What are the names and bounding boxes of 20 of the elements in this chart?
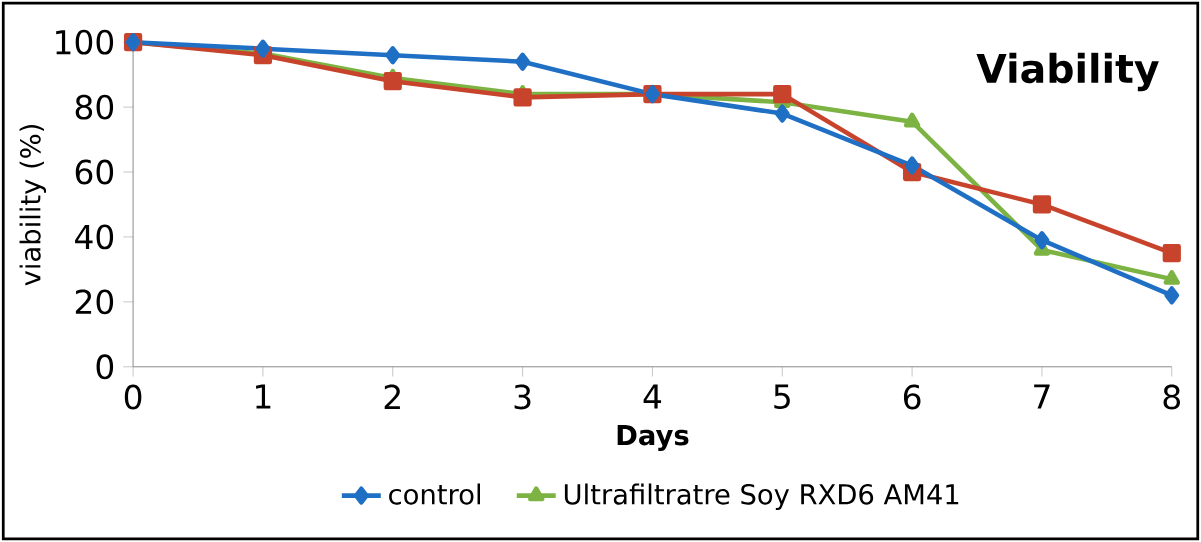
x-tick-label: 3 — [514, 384, 531, 410]
x-tick-label: 7 — [1034, 384, 1050, 409]
y-tick-label: 20 — [75, 289, 114, 315]
x-tick-label: 8 — [1163, 384, 1180, 410]
y-tick-label: 60 — [75, 159, 114, 185]
x-tick-label: 2 — [384, 384, 400, 409]
y-tick-label: 80 — [75, 94, 114, 120]
y-tick-label: 100 — [56, 29, 114, 55]
x-axis-title: Days — [617, 425, 689, 451]
x-tick-label: 5 — [774, 384, 790, 409]
x-tick-label: 1 — [256, 384, 271, 409]
legend-label: Ultrafiltratre Soy RXD6 AM41 — [564, 483, 959, 510]
y-axis-title: viability (%) — [19, 124, 47, 286]
x-tick-label: 6 — [903, 384, 921, 410]
y-tick-label: 0 — [96, 354, 114, 380]
chart-title: Viability — [976, 52, 1159, 92]
x-tick-label: 0 — [124, 384, 142, 410]
legend-label: control — [389, 483, 481, 505]
x-tick-label: 4 — [643, 384, 662, 409]
y-tick-label: 40 — [75, 224, 114, 250]
